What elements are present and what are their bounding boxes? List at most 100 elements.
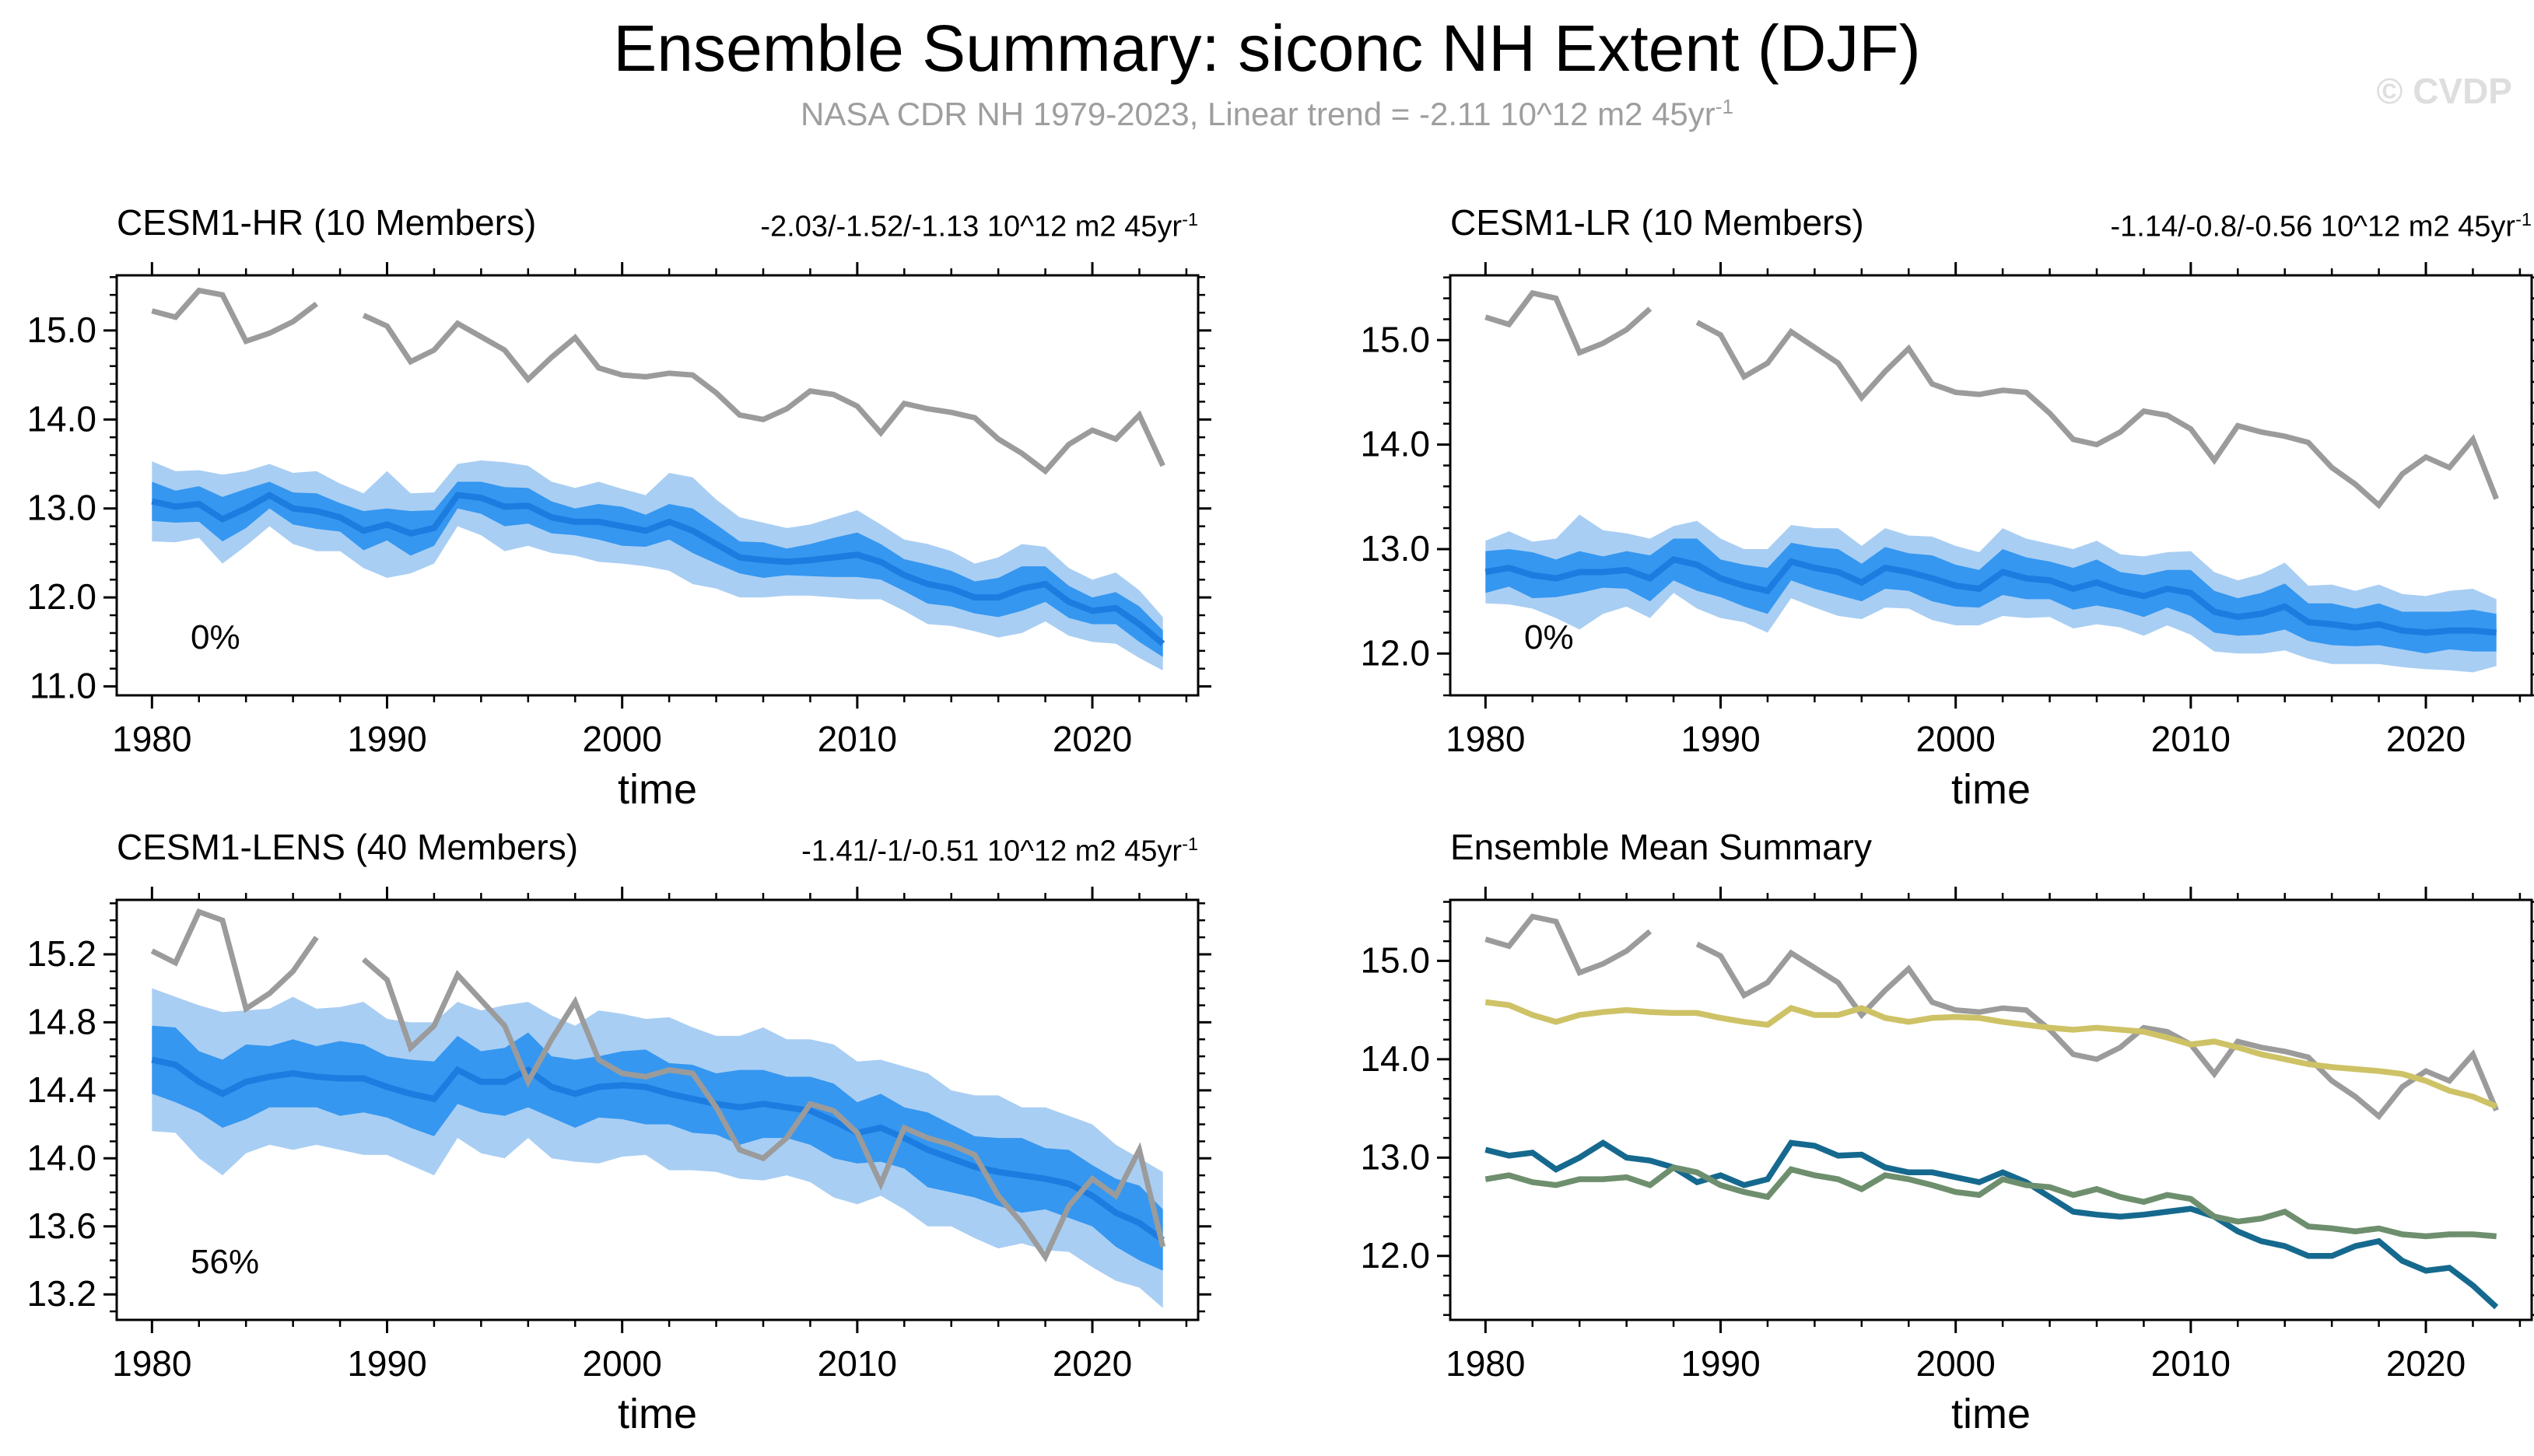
tick-label: 1980 [1446,1343,1525,1384]
tick-label: 12.0 [26,576,96,617]
panel-trend-cesm1-lr: -1.14/-0.8/-0.56 10^12 m2 45yr-1 [2110,209,2532,244]
ensemble-inner-range-band [152,1025,1163,1271]
observations-line [151,287,318,345]
observations-line [1484,913,1653,977]
x-axis-label: time [617,766,697,813]
tick-label: 15.0 [1360,940,1430,980]
page-subtitle: NASA CDR NH 1979-2023, Linear trend = -2… [0,95,2534,133]
tick-label: 2000 [583,1343,662,1384]
tick-label: 1980 [1446,719,1525,759]
tick-label: 1990 [1681,719,1760,759]
ensemble-mean-line [151,491,1165,646]
cvdp-watermark: © CVDP [2376,71,2512,111]
tick-label: 14.8 [26,1001,96,1041]
axes-frame [115,898,1200,1321]
tick-label: 1980 [112,719,191,759]
tick-label: 13.2 [26,1273,96,1314]
panel-trend-cesm1-hr: -2.03/-1.52/-1.13 10^12 m2 45yr-1 [760,209,1198,244]
tick-label: 2010 [818,1343,897,1384]
tick-label: 15.0 [1360,319,1430,359]
tick-label: 14.0 [26,1137,96,1178]
tick-label: 13.0 [1360,1136,1430,1177]
plot-data-layer [151,287,1165,670]
axes-frame [115,274,1200,697]
tick-label: 13.0 [1360,528,1430,569]
axes-frame [1449,898,2533,1321]
axes-ticks [103,262,1211,709]
ensemble-outer-range-band [152,460,1163,670]
tick-label: 2010 [2151,1343,2231,1384]
tick-label: 15.0 [26,310,96,350]
observations-line [362,313,1165,475]
observations-line [1484,289,1653,356]
subtitle-superscript: -1 [1715,95,1733,118]
x-axis-label: time [1950,766,2031,813]
tick-label: 1990 [1681,1343,1760,1384]
tick-label: 11.0 [30,666,96,706]
tick-label: 14.4 [26,1069,96,1110]
x-axis-label: time [617,1391,697,1437]
panel-title-cesm1-lr: CESM1-LR (10 Members) [1450,202,1864,243]
x-axis-label: time [1950,1391,2031,1437]
mean-line-cesm1-hr [1484,1139,2499,1310]
mean-line-cesm1-lr [1484,1164,2497,1240]
percent-label: 0% [191,618,240,656]
plot-data-layer [150,908,1166,1308]
trend-text: -1.41/-1/-0.51 10^12 m2 45yr [801,835,1183,868]
ensemble-mean-line [1484,556,2497,636]
tick-label: 1990 [347,719,426,759]
tick-label: 13.0 [26,488,96,528]
mean-line-cesm1-lens [1484,999,2498,1110]
tick-label: 2000 [1916,719,1996,759]
observations-line [150,908,319,1013]
axes-ticks [103,887,1211,1333]
tick-label: 2000 [1916,1343,1996,1384]
plot-svg-ensemble-mean-summary: 1980 1990 2000 2010 2020 12.0 13.0 14.0 15.0 [1360,887,2534,1384]
subtitle-text: NASA CDR NH 1979-2023, Linear trend = -2… [801,96,1716,132]
percent-label: 0% [1524,618,1574,656]
tick-label: 13.6 [26,1206,96,1246]
panel-ensemble-mean-summary: Ensemble Mean Summary 1980 1990 2000 2010 20… [1334,803,2534,1456]
plot-data-layer [1484,289,2499,673]
tick-label: 14.0 [26,398,96,439]
tick-label: 2000 [583,719,662,759]
trend-text: -2.03/-1.52/-1.13 10^12 m2 45yr [760,210,1183,243]
tick-label: 15.2 [26,933,96,974]
axes-frame [1449,274,2533,697]
tick-label: 14.0 [1360,424,1430,464]
panel-cesm1-lr: CESM1-LR (10 Members) -1.14/-0.8/-0.56 1… [1334,178,2534,831]
tick-label: 2020 [2386,719,2466,759]
tick-label: 2020 [2386,1343,2466,1384]
tick-label: 14.0 [1360,1038,1430,1079]
page-title: Ensemble Summary: siconc NH Extent (DJF) [613,12,1921,85]
tick-label: 1980 [112,1343,191,1384]
plot-svg-cesm1-lr: 1980 1990 2000 2010 2020 12.0 13.0 14.0 15.0 0% [1360,262,2534,759]
trend-superscript: -1 [1182,834,1198,854]
ensemble-inner-range-band [152,481,1163,657]
axes-ticks [1437,262,2534,709]
panel-title-cesm1-lens: CESM1-LENS (40 Members) [117,827,579,867]
ensemble-mean-line [151,1056,1165,1243]
ensemble-inner-range-band [1485,538,2497,654]
tick-label: 12.0 [1360,632,1430,673]
trend-superscript: -1 [1182,209,1198,229]
tick-label: 2020 [1053,1343,1132,1384]
observations-line [1695,320,2499,509]
panel-title-cesm1-hr: CESM1-HR (10 Members) [117,202,537,243]
panel-cesm1-hr: CESM1-HR (10 Members) -2.03/-1.52/-1.13 … [0,178,1260,831]
observations-line [1695,941,2499,1121]
tick-label: 2010 [2151,719,2231,759]
panel-cesm1-lens: CESM1-LENS (40 Members) -1.41/-1/-0.51 1… [0,803,1260,1456]
tick-label: 1990 [347,1343,426,1384]
panel-trend-cesm1-lens: -1.41/-1/-0.51 10^12 m2 45yr-1 [801,834,1198,869]
tick-label: 2020 [1053,719,1132,759]
tick-label: 12.0 [1360,1235,1430,1276]
tick-label: 2010 [818,719,897,759]
plot-data-layer [1484,913,2499,1310]
observations-line [361,957,1166,1263]
trend-text: -1.14/-0.8/-0.56 10^12 m2 45yr [2110,210,2516,243]
percent-label: 56% [191,1243,259,1281]
plot-svg-cesm1-lens: 1980 1990 2000 2010 2020 13.2 13.6 14.0 14.4 14.8… [26,887,1211,1384]
panel-title-ensemble-mean-summary: Ensemble Mean Summary [1450,827,1872,867]
